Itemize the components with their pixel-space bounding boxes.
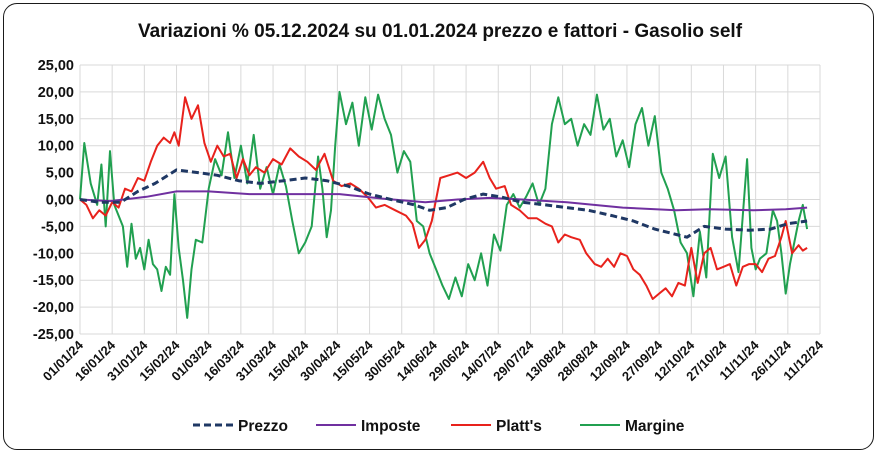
y-tick-label: -10,00 xyxy=(33,246,74,262)
legend-label: Margine xyxy=(625,418,685,435)
y-axis-labels: 25,00 20,00 15,00 10,00 5,00 0,00 -5,00 -10,00 -… xyxy=(33,58,74,343)
y-tick-label: 5,00 xyxy=(46,166,74,182)
chart-title: Variazioni % 05.12.2024 su 01.01.2024 pr… xyxy=(138,21,743,42)
legend-label: Platt's xyxy=(496,418,542,435)
gridlines xyxy=(79,64,821,335)
y-tick-label: 25,00 xyxy=(38,58,74,74)
y-tick-label: -20,00 xyxy=(33,300,74,316)
y-tick-label: 0,00 xyxy=(46,193,74,209)
y-tick-label: -25,00 xyxy=(33,327,74,343)
series-line-prezzo xyxy=(79,168,808,239)
y-tick-label: -5,00 xyxy=(41,219,74,235)
legend: Prezzo Imposte Platt's Margine xyxy=(193,418,685,435)
y-tick-label: 10,00 xyxy=(38,139,74,155)
y-tick-label: 15,00 xyxy=(38,112,74,128)
legend-label: Imposte xyxy=(361,418,421,435)
series-line-margine xyxy=(79,90,809,319)
series-lines xyxy=(79,90,809,319)
x-axis-labels: 01/01/2416/01/2431/01/2415/02/2401/03/24… xyxy=(40,337,827,384)
legend-label: Prezzo xyxy=(238,418,288,435)
y-tick-label: 20,00 xyxy=(38,85,74,101)
series-line-platts xyxy=(79,96,808,300)
series-line-imposte xyxy=(79,190,808,212)
y-tick-label: -15,00 xyxy=(33,273,74,289)
